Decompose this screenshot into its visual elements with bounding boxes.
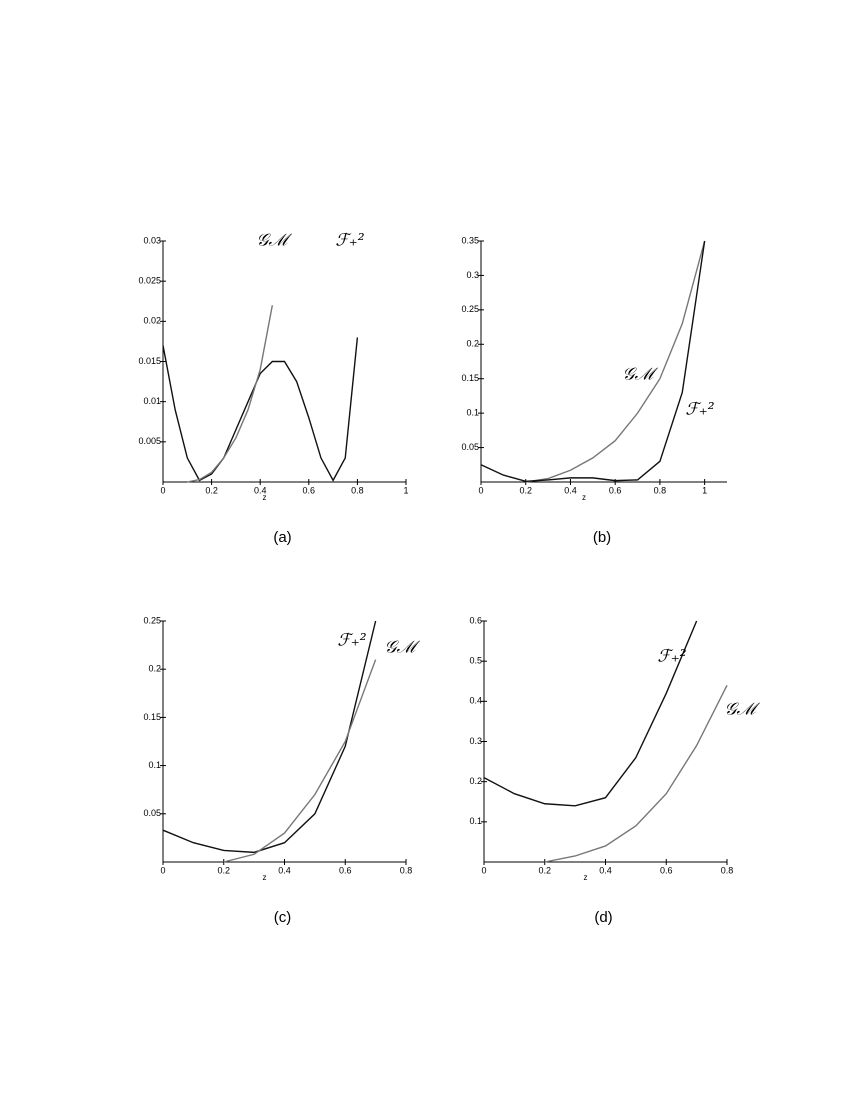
x-tick-label: 0.6 — [660, 865, 673, 875]
y-tick-label: 0.2 — [466, 339, 479, 349]
chart: 0 0.2 0.4 0.6 0.8 1 0.005 0.01 0.015 0.02 0.025 0.0… — [138, 231, 408, 546]
x-tick-label: 0.6 — [303, 485, 316, 495]
y-tick-label: 0.1 — [148, 760, 161, 770]
series-label: ℱ₊² — [657, 647, 686, 667]
y-tick-label: 0.025 — [138, 276, 161, 286]
series-label: ℱ₊² — [335, 231, 364, 251]
x-tick-label: 0.2 — [519, 485, 532, 495]
x-axis-label: z — [584, 873, 588, 882]
y-tick-label: 0.03 — [143, 235, 161, 245]
x-tick-label: 0.2 — [205, 485, 218, 495]
series-label: ℱ₊² — [337, 631, 366, 651]
y-tick-label: 0.2 — [469, 776, 482, 786]
chart: 0 0.2 0.4 0.6 0.8 0.1 0.2 0.3 0.4 0.5 0.6 z (d) ℱ₊² 𝒢ℳ — [469, 615, 760, 926]
x-tick-label: 0.8 — [400, 865, 413, 875]
y-tick-label: 0.2 — [148, 664, 161, 674]
series-line — [480, 240, 706, 483]
series-line — [162, 620, 377, 854]
series-line — [525, 240, 706, 483]
y-tick-label: 0.25 — [461, 304, 479, 314]
series-label: 𝒢ℳ — [256, 231, 292, 251]
x-tick-label: 0 — [160, 485, 165, 495]
y-tick-label: 0.5 — [469, 656, 482, 666]
series-label: 𝒢ℳ — [724, 700, 760, 720]
chart: 0 0.2 0.4 0.6 0.8 0.05 0.1 0.15 0.2 0.25 z (c) ℱ₊² 𝒢ℳ — [143, 615, 420, 926]
x-axis-label: z — [582, 493, 586, 502]
x-tick-label: 0.4 — [599, 865, 612, 875]
x-tick-label: 0 — [481, 865, 486, 875]
x-axis-label: z — [263, 873, 267, 882]
y-tick-label: 0.3 — [469, 736, 482, 746]
caption: (c) — [274, 909, 292, 926]
x-tick-label: 0.8 — [654, 485, 667, 495]
series-line — [483, 620, 698, 807]
x-tick-label: 0.2 — [217, 865, 230, 875]
x-tick-label: 0.8 — [351, 485, 364, 495]
y-tick-label: 0.15 — [143, 712, 161, 722]
x-tick-label: 0.6 — [339, 865, 352, 875]
series-label: 𝒢ℳ — [384, 638, 420, 658]
chart: 0 0.2 0.4 0.6 0.8 1 0.05 0.1 0.15 0.2 0.25 0.3 0.35 z… — [461, 235, 727, 546]
y-tick-label: 0.05 — [143, 808, 161, 818]
x-tick-label: 0.4 — [254, 485, 267, 495]
y-tick-label: 0.005 — [138, 436, 161, 446]
y-tick-label: 0.15 — [461, 373, 479, 383]
series-label: 𝒢ℳ — [622, 365, 658, 385]
y-tick-label: 0.25 — [143, 615, 161, 625]
x-tick-label: 0 — [160, 865, 165, 875]
series-line — [187, 305, 274, 483]
y-tick-label: 0.02 — [143, 316, 161, 326]
series-line — [223, 659, 377, 863]
x-tick-label: 0.8 — [721, 865, 734, 875]
y-tick-label: 0.1 — [469, 816, 482, 826]
series-line — [544, 684, 728, 863]
caption: (a) — [273, 529, 291, 546]
y-tick-label: 0.35 — [461, 235, 479, 245]
y-tick-label: 0.4 — [469, 696, 482, 706]
caption: (b) — [593, 529, 611, 546]
y-tick-label: 0.01 — [143, 396, 161, 406]
y-tick-label: 0.05 — [461, 442, 479, 452]
x-tick-label: 0.2 — [538, 865, 551, 875]
series-line — [162, 337, 359, 482]
y-tick-label: 0.6 — [469, 615, 482, 625]
x-tick-label: 0.4 — [564, 485, 577, 495]
y-tick-label: 0.015 — [138, 356, 161, 366]
x-axis-label: z — [263, 493, 267, 502]
x-tick-label: 1 — [702, 485, 707, 495]
x-tick-label: 1 — [403, 485, 408, 495]
x-tick-label: 0.6 — [609, 485, 622, 495]
y-tick-label: 0.1 — [466, 408, 479, 418]
y-tick-label: 0.3 — [466, 270, 479, 280]
x-tick-label: 0.4 — [278, 865, 291, 875]
caption: (d) — [594, 909, 612, 926]
series-label: ℱ₊² — [685, 400, 714, 420]
x-tick-label: 0 — [478, 485, 483, 495]
